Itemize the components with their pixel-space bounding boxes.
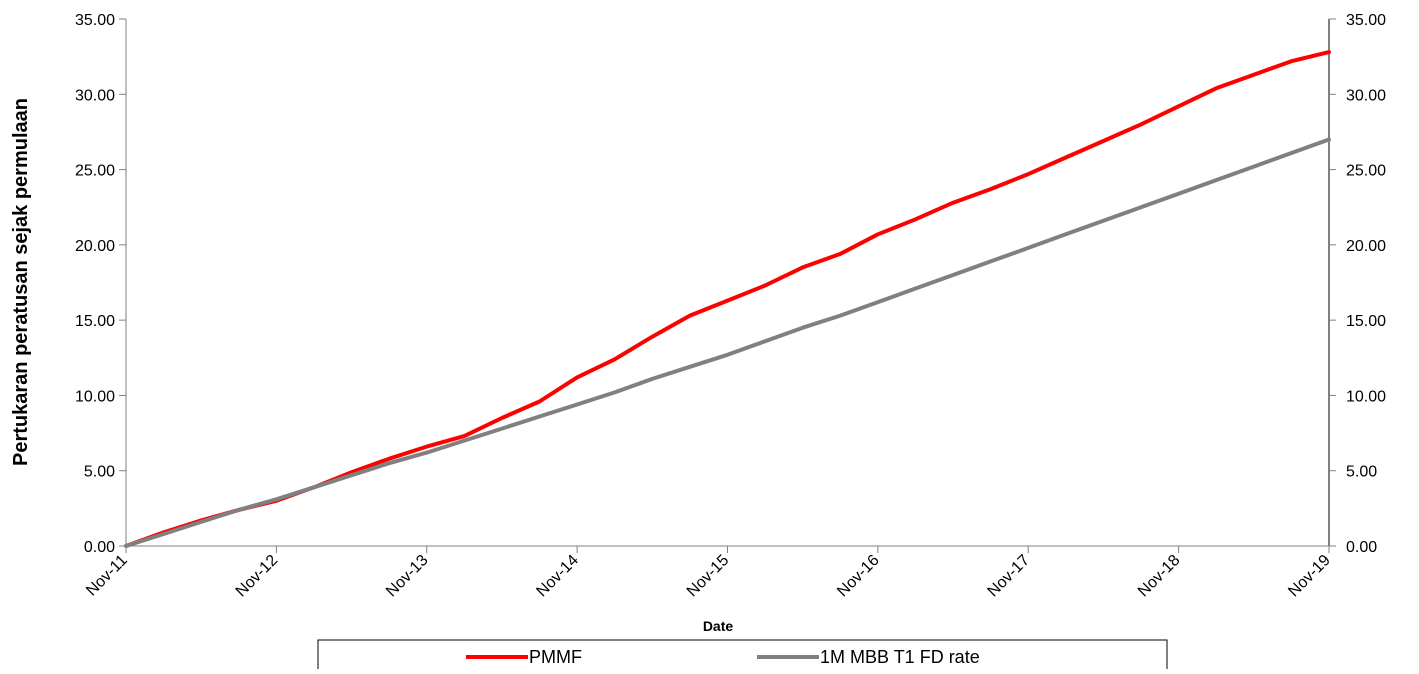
y-tick-label-right: 10.00 <box>1346 388 1386 405</box>
x-tick-label: Nov-15 <box>684 552 733 601</box>
x-tick-label: Nov-19 <box>1285 552 1334 601</box>
y-tick-label-left: 20.00 <box>75 238 115 255</box>
x-tick-label: Nov-11 <box>83 552 131 600</box>
y-tick-label-right: 20.00 <box>1346 238 1386 255</box>
y-tick-label-right: 30.00 <box>1346 87 1386 104</box>
y-axis-title: Pertukaran peratusan sejak permulaan <box>10 98 32 466</box>
y-tick-label-right: 15.00 <box>1346 313 1386 330</box>
x-axis-title: Date <box>703 618 734 634</box>
y-tick-label-left: 0.00 <box>84 539 115 556</box>
y-tick-label-right: 25.00 <box>1346 163 1386 180</box>
y-tick-label-left: 5.00 <box>84 464 115 481</box>
legend-label: 1M MBB T1 FD rate <box>820 647 980 667</box>
x-tick-label: Nov-18 <box>1135 552 1184 601</box>
y-tick-label-left: 15.00 <box>75 313 115 330</box>
y-tick-label-left: 30.00 <box>75 87 115 104</box>
legend-label: PMMF <box>529 647 582 667</box>
y-tick-label-right: 5.00 <box>1346 464 1377 481</box>
series-line-fd-rate <box>124 137 1331 548</box>
y-tick-label-right: 0.00 <box>1346 539 1377 556</box>
y-tick-label-left: 35.00 <box>75 12 115 29</box>
y-tick-label-right: 35.00 <box>1346 12 1386 29</box>
y-tick-label-left: 25.00 <box>75 163 115 180</box>
series-line-pmmf <box>124 50 1331 548</box>
legend-box <box>317 639 1168 671</box>
x-tick-label: Nov-14 <box>533 552 582 601</box>
y-tick-label-left: 10.00 <box>75 388 115 405</box>
x-tick-label: Nov-13 <box>383 552 432 601</box>
x-tick-label: Nov-12 <box>233 552 282 601</box>
x-tick-label: Nov-16 <box>834 552 883 601</box>
x-tick-label: Nov-17 <box>985 552 1034 601</box>
